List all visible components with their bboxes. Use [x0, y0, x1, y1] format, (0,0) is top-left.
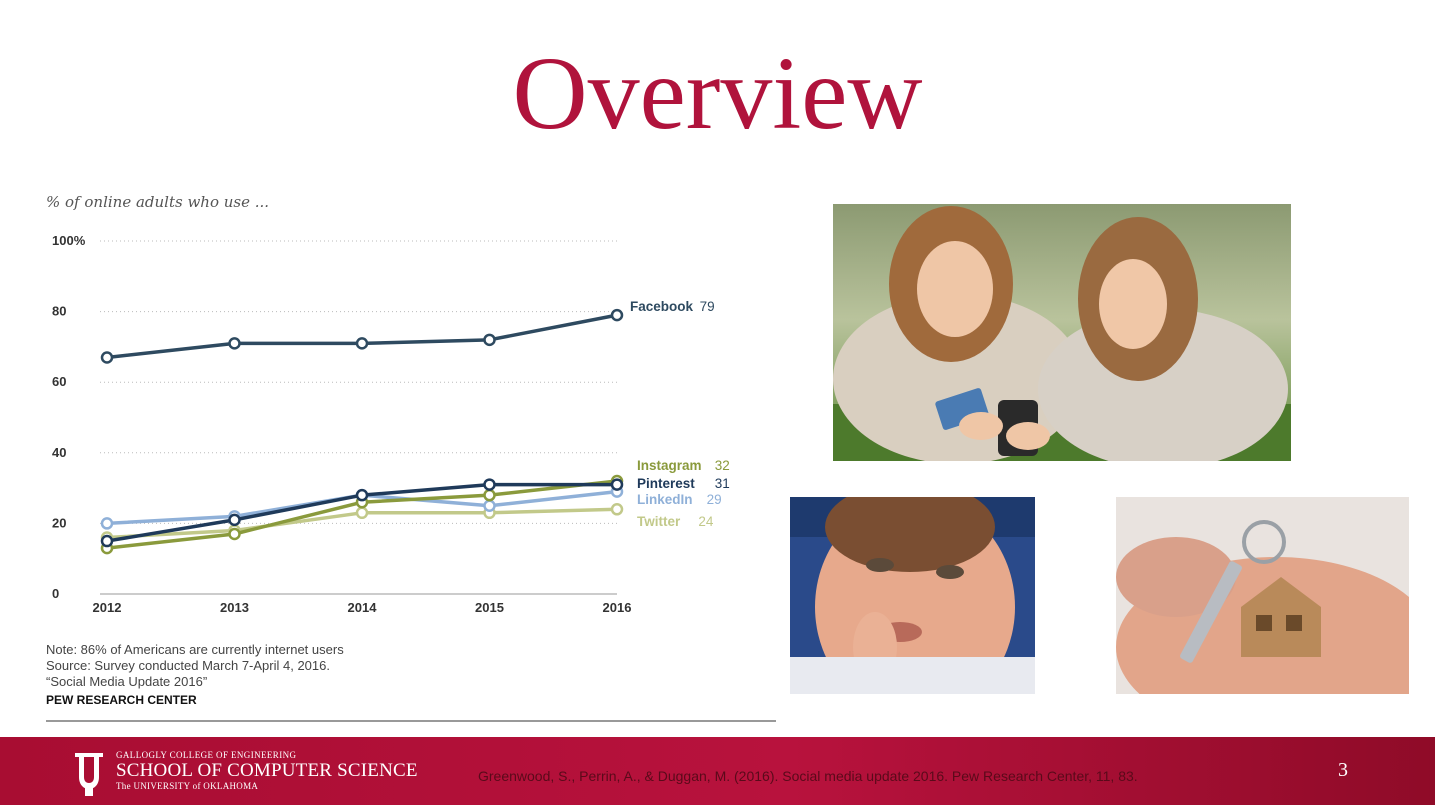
school-logo-text: GALLOGLY COLLEGE OF ENGINEERING SCHOOL O… [116, 750, 418, 792]
data-point-twitter [610, 503, 624, 516]
series-line-facebook [106, 313, 618, 360]
data-point-facebook [483, 333, 496, 347]
series-label-instagram: Instagram [637, 458, 702, 473]
footer-bar: GALLOGLY COLLEGE OF ENGINEERING SCHOOL O… [0, 737, 1435, 805]
data-point-pinterest [355, 488, 369, 502]
chart-subtitle: % of online adults who use ... [46, 193, 269, 211]
chart-note: “Social Media Update 2016” [46, 674, 207, 689]
data-point-instagram [483, 488, 496, 502]
series-label-pinterest: Pinterest [637, 476, 695, 491]
photo-baby [790, 497, 1035, 694]
data-point-pinterest [100, 534, 114, 548]
data-point-facebook [355, 337, 369, 350]
line-chart: % of online adults who use ... 0 20 40 60 80 1… [46, 193, 776, 722]
slide-title: Overview [512, 36, 923, 151]
chart-source-label: PEW RESEARCH CENTER [46, 693, 197, 707]
data-point-linkedin [483, 499, 496, 512]
photo-women-shopping [833, 204, 1291, 461]
y-tick-label: 60 [52, 374, 66, 389]
data-point-pinterest [483, 478, 496, 491]
x-tick-label: 2014 [348, 600, 378, 615]
data-point-instagram [228, 527, 241, 541]
chart-note: Note: 86% of Americans are currently int… [46, 642, 344, 657]
y-tick-label: 20 [52, 515, 66, 530]
y-tick-label: 80 [52, 304, 66, 319]
data-point-pinterest [610, 478, 624, 491]
x-tick-label: 2015 [475, 600, 504, 615]
series-label-facebook: Facebook [630, 299, 694, 314]
logo-university-name: The UNIVERSITY of OKLAHOMA [116, 781, 259, 791]
data-point-facebook [610, 308, 624, 322]
logo-school-name: SCHOOL OF COMPUTER SCIENCE [116, 760, 418, 781]
series-label-linkedin: LinkedIn [637, 492, 693, 507]
data-point-facebook [228, 337, 241, 350]
data-point-twitter [355, 506, 369, 520]
series-end-value-pinterest: 31 [715, 476, 730, 491]
y-tick-label: 40 [52, 445, 66, 460]
series-end-value-linkedin: 29 [707, 492, 722, 507]
series-label-twitter: Twitter [637, 514, 681, 529]
data-point-facebook [100, 351, 114, 364]
x-tick-label: 2013 [220, 600, 249, 615]
logo-college-name: GALLOGLY COLLEGE OF ENGINEERING [116, 750, 297, 760]
ou-logo-icon [75, 753, 103, 796]
data-point-linkedin [100, 517, 114, 530]
citation-text: Greenwood, S., Perrin, A., & Duggan, M. … [478, 768, 1138, 784]
data-point-pinterest [228, 513, 241, 527]
x-tick-label: 2012 [93, 600, 122, 615]
series-end-value-instagram: 32 [715, 458, 730, 473]
x-tick-label: 2016 [603, 600, 632, 615]
photo-house-key [1116, 497, 1409, 694]
series-end-value-twitter: 24 [698, 514, 714, 529]
y-tick-label: 0 [52, 586, 59, 601]
series-end-value-facebook: 79 [700, 299, 715, 314]
y-tick-label: 100% [52, 233, 86, 248]
chart-note: Source: Survey conducted March 7-April 4… [46, 658, 330, 673]
page-number: 3 [1338, 759, 1348, 781]
